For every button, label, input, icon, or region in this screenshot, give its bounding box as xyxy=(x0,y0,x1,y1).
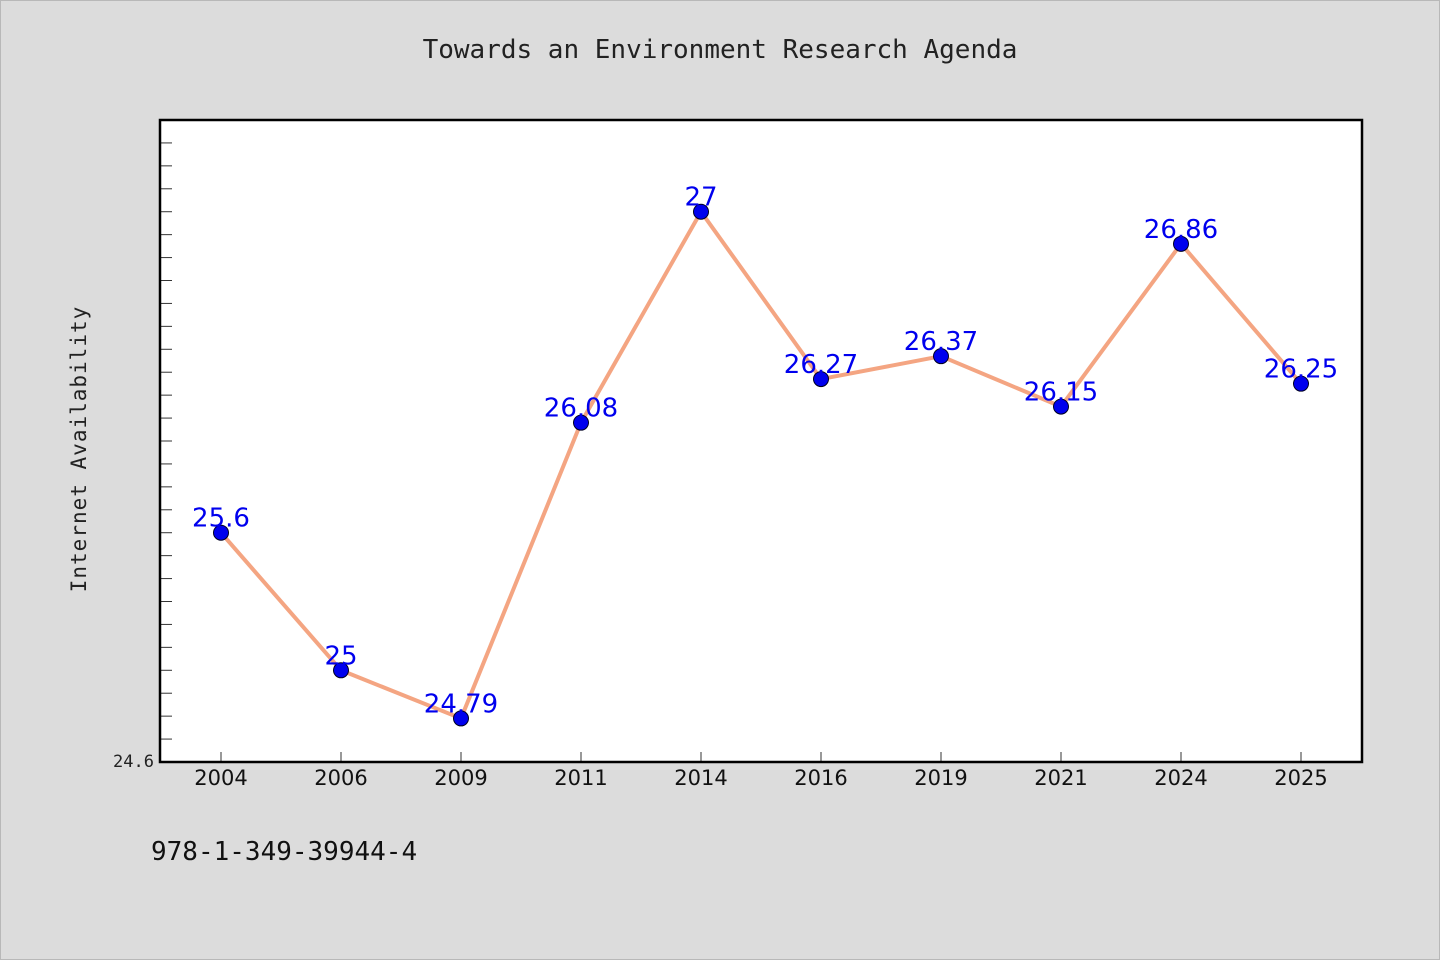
series-line xyxy=(219,209,1303,721)
x-tick-label: 2014 xyxy=(674,766,727,790)
data-label: 26.15 xyxy=(1024,378,1098,408)
x-tick-label: 2019 xyxy=(914,766,967,790)
x-tick-label: 2016 xyxy=(794,766,847,790)
x-tick-label: 2011 xyxy=(554,766,607,790)
x-tick-label: 2006 xyxy=(314,766,367,790)
data-label: 26.86 xyxy=(1144,215,1218,245)
data-point xyxy=(453,710,469,727)
data-label: 26.08 xyxy=(544,394,618,424)
data-point xyxy=(813,371,829,388)
x-tick-label: 2009 xyxy=(434,766,487,790)
data-label: 25 xyxy=(324,641,357,671)
data-label: 25.6 xyxy=(192,504,250,534)
data-label: 27 xyxy=(684,183,717,213)
x-tick-label: 2004 xyxy=(194,766,247,790)
data-label: 26.37 xyxy=(904,327,978,357)
data-point xyxy=(933,348,949,365)
data-point xyxy=(1053,398,1069,415)
data-label: 24.79 xyxy=(424,689,498,719)
data-label: 26.27 xyxy=(784,350,858,380)
x-tick-label: 2024 xyxy=(1154,766,1207,790)
chart-title: Towards an Environment Research Agenda xyxy=(422,35,1018,65)
data-point xyxy=(573,414,589,431)
isbn-text: 978-1-349-39944-4 xyxy=(151,837,418,867)
y-tick-label: 24.6 xyxy=(113,752,154,772)
data-point xyxy=(1173,235,1189,252)
plot-frame xyxy=(158,118,1364,764)
data-label: 26.25 xyxy=(1264,355,1338,385)
data-point xyxy=(213,524,229,541)
data-point xyxy=(693,203,709,220)
x-tick-label: 2021 xyxy=(1034,766,1087,790)
data-point xyxy=(333,662,349,679)
data-point xyxy=(1293,375,1309,392)
x-tick-label: 2025 xyxy=(1274,766,1327,790)
plot-area xyxy=(160,120,1362,762)
